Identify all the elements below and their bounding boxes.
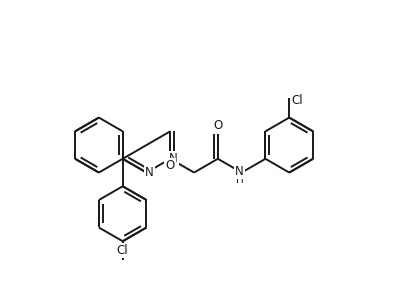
Text: Cl: Cl [117, 244, 128, 257]
Text: O: O [213, 119, 223, 132]
Text: H: H [236, 176, 244, 185]
Text: O: O [166, 159, 175, 172]
Text: Cl: Cl [291, 94, 303, 107]
Text: N: N [235, 165, 244, 178]
Text: N: N [145, 166, 154, 179]
Text: N: N [169, 152, 177, 165]
